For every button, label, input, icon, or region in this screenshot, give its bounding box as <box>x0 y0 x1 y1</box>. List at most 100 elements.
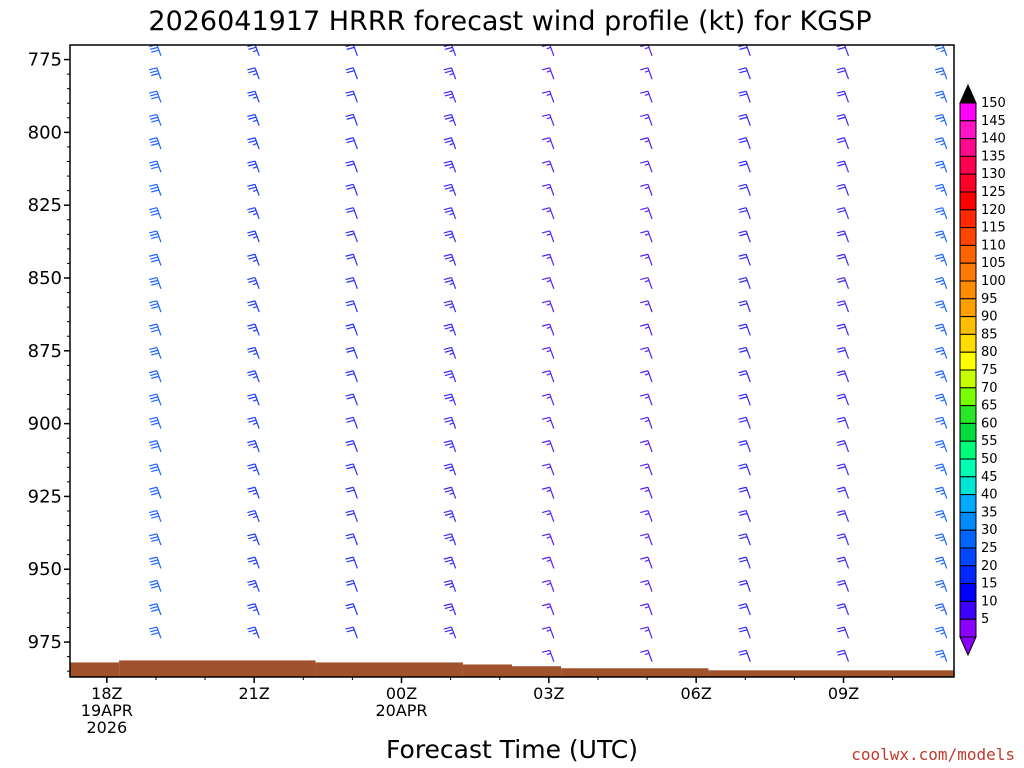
wind-barb <box>149 556 162 569</box>
colorbar-label: 135 <box>981 149 1006 164</box>
colorbar-label: 85 <box>981 327 998 342</box>
colorbar-label: 40 <box>981 488 998 503</box>
barb-column <box>640 43 653 662</box>
colorbar-label: 90 <box>981 310 998 325</box>
wind-barb <box>640 603 653 616</box>
wind-barb <box>738 207 751 220</box>
barb-column <box>443 43 457 639</box>
wind-barb <box>247 579 260 592</box>
wind-barb <box>345 113 358 126</box>
wind-barb <box>541 416 555 429</box>
wind-barb <box>640 486 653 499</box>
wind-barb <box>738 113 751 126</box>
wind-barb <box>836 486 850 499</box>
wind-barb <box>541 509 555 523</box>
wind-barb <box>934 626 948 639</box>
wind-barb <box>443 486 457 499</box>
colorbar-segment <box>959 316 977 335</box>
terrain-step <box>708 670 954 677</box>
wind-barb <box>443 509 457 523</box>
wind-barb <box>836 160 850 173</box>
wind-barb <box>541 486 555 499</box>
wind-barb <box>149 183 162 196</box>
colorbar-segment <box>959 244 977 264</box>
wind-barb <box>640 160 653 173</box>
colorbar-label: 5 <box>981 612 989 627</box>
colorbar-label: 150 <box>981 96 1006 111</box>
wind-barb <box>345 43 358 57</box>
wind-barb <box>738 346 751 359</box>
wind-barb <box>640 533 653 546</box>
wind-barb <box>541 160 555 173</box>
wind-barb <box>836 183 850 196</box>
wind-barb <box>149 207 162 220</box>
chart-title: 2026041917 HRRR forecast wind profile (k… <box>148 6 871 37</box>
wind-barb <box>149 579 162 592</box>
colorbar-segment <box>959 458 977 478</box>
y-tick-label-825: 825 <box>28 195 62 216</box>
colorbar-segment <box>959 494 977 513</box>
wind-barb <box>247 486 260 499</box>
wind-barb <box>443 183 457 196</box>
wind-barb <box>738 556 751 569</box>
wind-barb <box>836 603 850 616</box>
wind-barb <box>247 43 260 57</box>
wind-barb <box>541 346 555 359</box>
wind-barb <box>934 649 948 662</box>
wind-barb <box>345 533 358 546</box>
colorbar-label: 140 <box>981 132 1006 147</box>
wind-barb <box>738 300 751 313</box>
wind-barb <box>541 230 555 243</box>
colorbar-label: 50 <box>981 452 998 467</box>
wind-barb <box>836 626 850 639</box>
colorbar-segment <box>959 440 977 460</box>
wind-barb <box>541 113 555 126</box>
barb-column <box>149 43 162 639</box>
colorbar-segment <box>959 511 977 531</box>
colorbar-label: 30 <box>981 523 998 538</box>
wind-barb <box>345 160 358 173</box>
wind-barb <box>640 649 653 662</box>
wind-barb <box>541 276 555 290</box>
colorbar-segment <box>959 583 977 602</box>
wind-barb <box>345 346 358 359</box>
wind-barb <box>541 440 555 453</box>
wind-barb <box>443 67 457 80</box>
wind-barb <box>149 67 162 80</box>
x-axis-label: Forecast Time (UTC) <box>386 735 638 764</box>
wind-barb <box>738 90 751 103</box>
y-tick-label-875: 875 <box>28 341 62 362</box>
wind-barb <box>640 556 653 569</box>
wind-barb <box>738 160 751 173</box>
wind-barb <box>149 346 162 359</box>
barb-column <box>247 43 260 639</box>
y-tick-label-850: 850 <box>28 268 62 289</box>
terrain-step <box>315 662 463 677</box>
wind-barb <box>934 463 948 476</box>
wind-barb <box>934 253 948 266</box>
wind-barb <box>934 556 948 569</box>
wind-barb <box>541 67 555 80</box>
colorbar-segment <box>959 476 977 496</box>
terrain-step <box>561 668 709 677</box>
colorbar-segment <box>959 173 977 193</box>
wind-barb <box>836 463 850 476</box>
colorbar-segment <box>959 120 977 140</box>
wind-barb <box>738 509 751 523</box>
wind-barb <box>541 649 555 662</box>
x-tick-label: 20APR <box>375 701 427 720</box>
wind-barb <box>345 230 358 243</box>
wind-barb <box>443 253 457 266</box>
wind-barb <box>640 253 653 266</box>
colorbar-label: 130 <box>981 167 1006 182</box>
wind-barb <box>247 253 260 266</box>
colorbar-segment <box>959 298 977 318</box>
wind-barb <box>836 323 850 336</box>
wind-barb <box>640 207 653 220</box>
terrain <box>70 660 954 677</box>
wind-barb <box>541 300 555 313</box>
colorbar-label: 80 <box>981 345 998 360</box>
wind-barb <box>836 579 850 592</box>
wind-barb <box>836 67 850 80</box>
wind-barb <box>149 113 162 126</box>
